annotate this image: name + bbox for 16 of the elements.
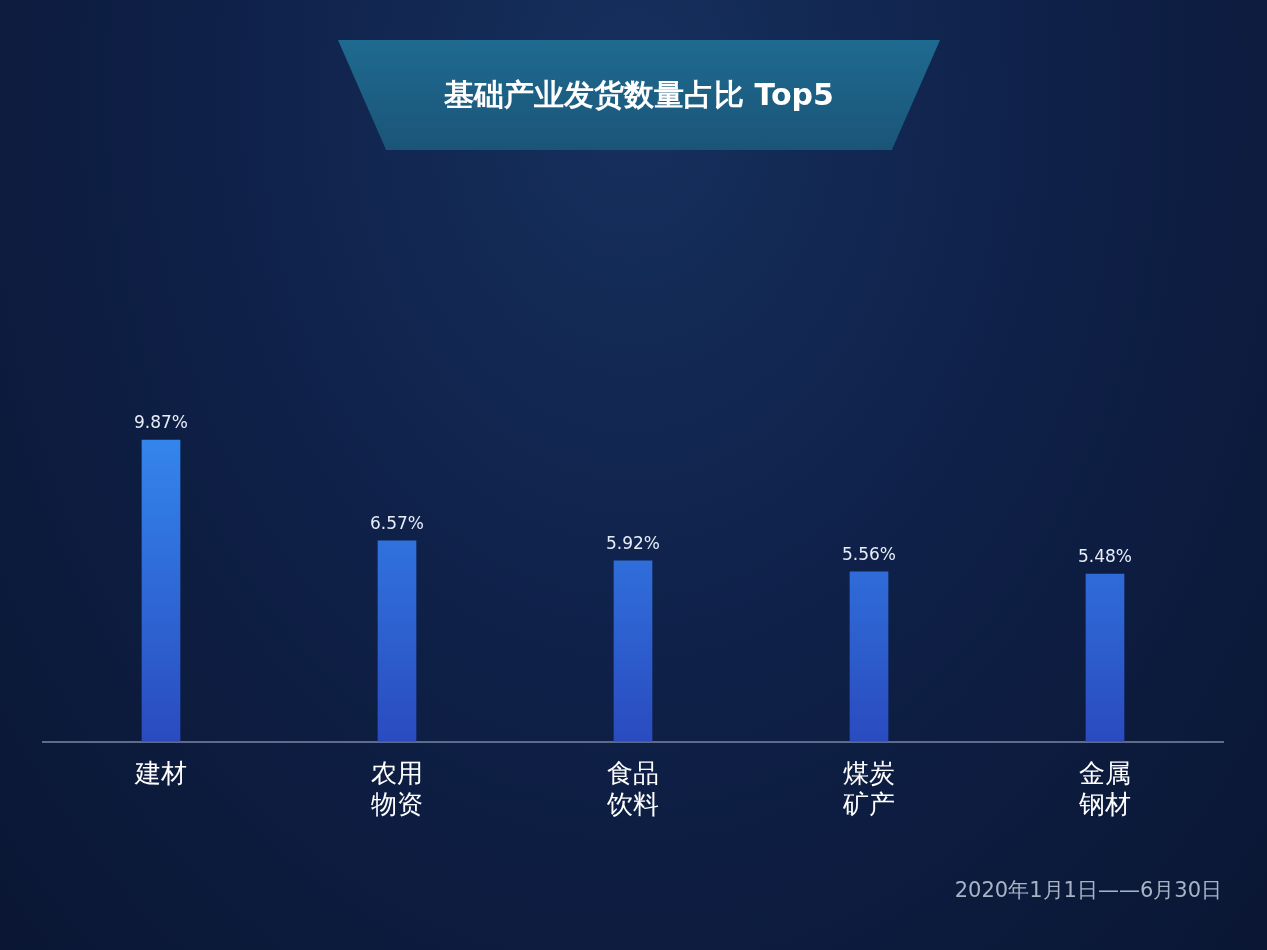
data-label: 6.57% xyxy=(369,512,425,533)
x-tick-label: 煤炭矿产 xyxy=(842,757,895,820)
x-tick-label: 金属钢材 xyxy=(1078,757,1131,820)
bar xyxy=(377,540,417,742)
bar xyxy=(141,439,181,742)
bar xyxy=(849,571,889,742)
data-label: 5.48% xyxy=(1077,546,1133,567)
data-label: 5.92% xyxy=(605,532,661,553)
x-tick-label: 食品饮料 xyxy=(606,757,659,820)
x-tick-label: 建材 xyxy=(134,757,187,788)
x-tick-label: 农用物资 xyxy=(371,757,423,820)
data-label: 5.56% xyxy=(841,543,897,564)
bar xyxy=(1085,573,1125,742)
data-label: 9.87% xyxy=(133,411,189,432)
bar xyxy=(613,560,653,742)
text: 2020年1月1日——6月30日 xyxy=(954,877,1222,904)
